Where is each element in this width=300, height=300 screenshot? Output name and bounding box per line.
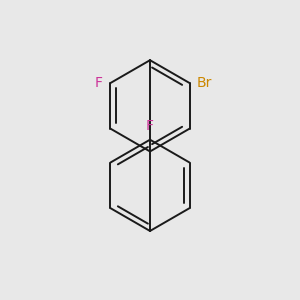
Text: Br: Br: [197, 76, 212, 90]
Text: F: F: [146, 119, 154, 133]
Text: F: F: [95, 76, 103, 90]
